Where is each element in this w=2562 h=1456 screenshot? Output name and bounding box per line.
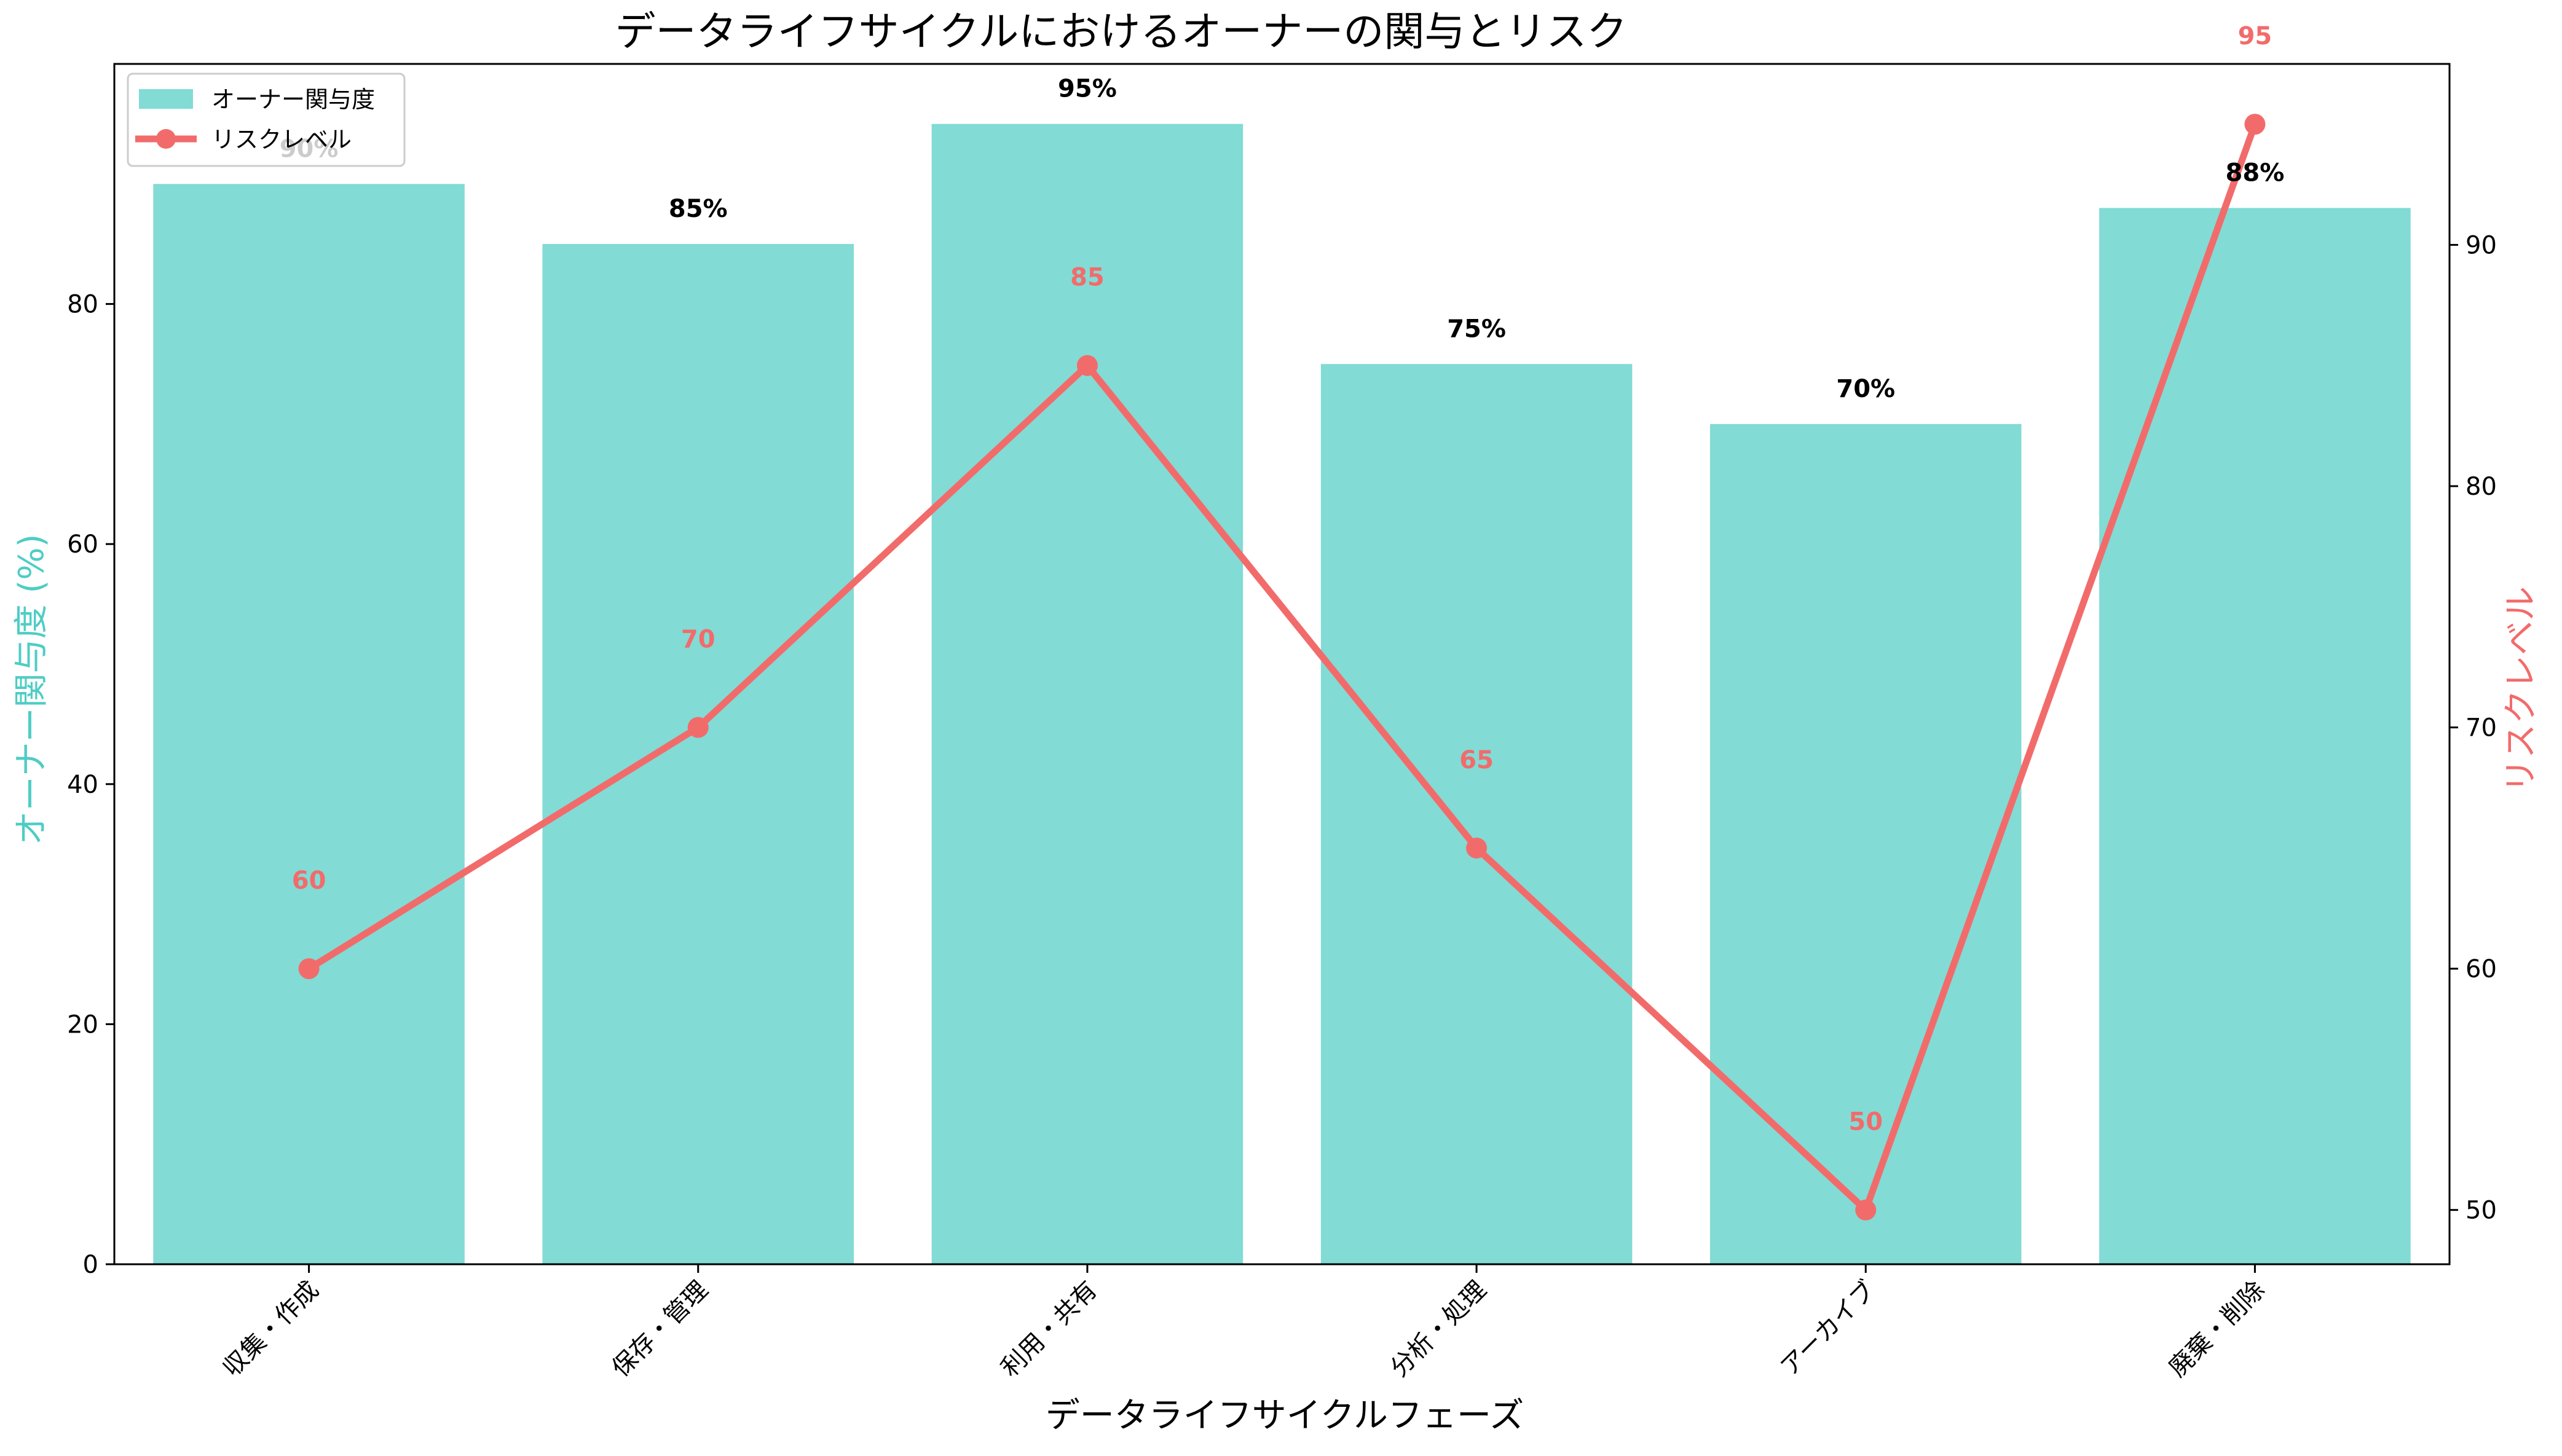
left-y-tick-label: 0	[83, 1251, 98, 1279]
risk-value-label: 95	[2238, 22, 2272, 50]
legend-box	[127, 73, 406, 167]
risk-line	[305, 120, 2258, 1214]
chart-title: データライフサイクルにおけるオーナーの関与とリスク	[615, 8, 1628, 55]
bar-value-label: 85%	[669, 195, 728, 223]
x-tick-label: 廃棄・削除	[2164, 1276, 2271, 1383]
risk-value-label: 85	[1070, 264, 1105, 292]
x-axis-label: データライフサイクルフェーズ	[1046, 1396, 1524, 1436]
right-y-tick-label: 80	[2465, 473, 2497, 501]
left-y-tick-label: 40	[67, 771, 98, 799]
bars-layer	[153, 124, 2411, 1265]
bar-3	[931, 124, 1244, 1264]
plot-frame	[113, 63, 2451, 1265]
right-y-tick-label: 60	[2465, 955, 2497, 983]
legend-line-marker	[156, 129, 176, 149]
risk-point-5	[1855, 1199, 1877, 1221]
right-y-tick-label: 70	[2465, 714, 2497, 742]
x-tick-label: 保存・管理	[607, 1276, 714, 1383]
risk-point-3	[1076, 355, 1098, 376]
risk-value-label: 70	[681, 626, 715, 654]
risk-point-2	[687, 717, 709, 738]
left-y-axis-label: オーナー関与度 (%)	[12, 534, 52, 846]
legend-bar-swatch	[139, 89, 193, 109]
left-y-tick-label: 80	[67, 291, 98, 319]
right-y-tick-label: 90	[2465, 231, 2497, 259]
bar-1	[153, 184, 465, 1264]
x-tick-label: 収集・作成	[218, 1276, 325, 1383]
risk-value-label: 65	[1459, 746, 1494, 774]
legend: オーナー関与度 リスクレベル	[127, 73, 406, 167]
x-tick-label: 利用・共有	[996, 1276, 1103, 1383]
x-tick-label: アーカイブ	[1775, 1276, 1881, 1382]
left-y-tick-label: 60	[67, 530, 98, 559]
risk-value-label: 50	[1848, 1108, 1883, 1136]
risk-point-6	[2244, 114, 2266, 135]
right-y-axis-label: リスクレベル	[2501, 586, 2541, 793]
bar-value-label: 88%	[2226, 159, 2285, 187]
bar-value-label: 70%	[1836, 375, 1895, 403]
x-tick-label: 分析・処理	[1385, 1276, 1492, 1383]
bar-2	[542, 243, 854, 1265]
risk-point-1	[298, 958, 320, 980]
risk-point-4	[1466, 837, 1488, 859]
bar-4	[1320, 364, 1633, 1264]
bar-6	[2099, 208, 2411, 1264]
risk-value-label: 60	[292, 867, 326, 895]
bar-value-label: 75%	[1447, 315, 1506, 343]
right-y-tick-label: 50	[2465, 1197, 2497, 1225]
bar-value-label: 95%	[1058, 75, 1117, 103]
left-y-tick-label: 20	[67, 1010, 98, 1039]
risk-line-layer	[298, 114, 2266, 1221]
bar-5	[1709, 423, 2022, 1264]
legend-bar-label: オーナー関与度	[211, 86, 375, 113]
legend-line-label: リスクレベル	[211, 126, 352, 153]
